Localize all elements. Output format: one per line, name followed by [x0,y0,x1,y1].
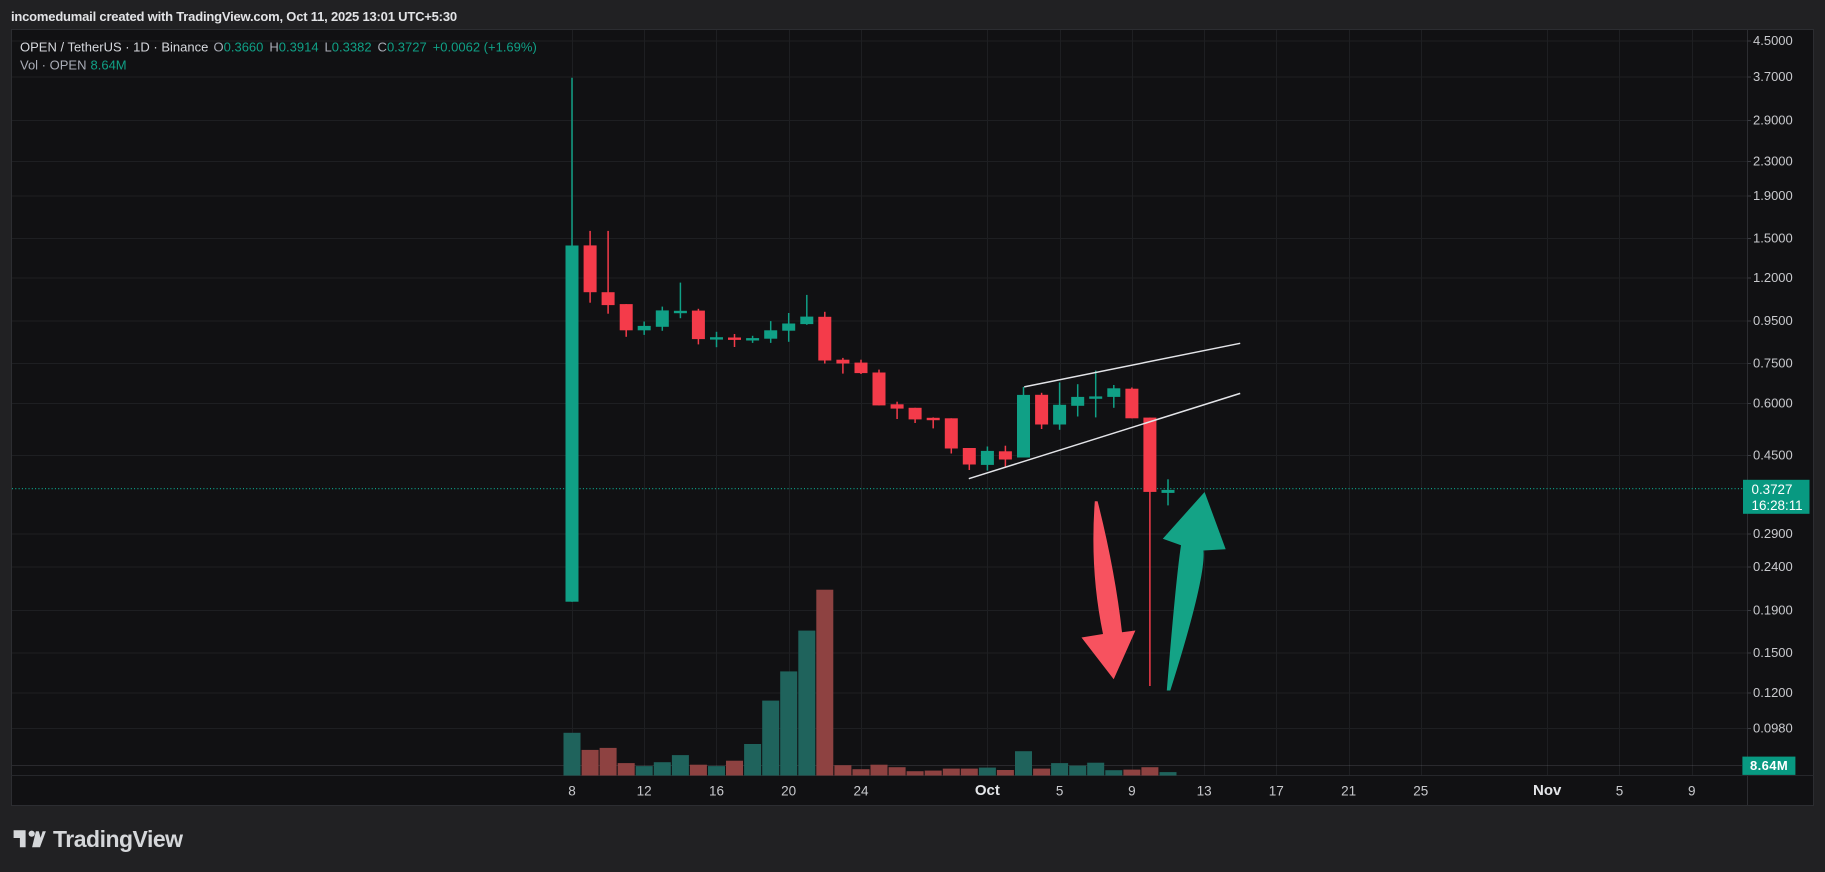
svg-text:0.3727: 0.3727 [1752,482,1793,497]
svg-text:5: 5 [1056,784,1064,799]
svg-text:3.7000: 3.7000 [1753,69,1793,84]
svg-text:9: 9 [1688,784,1696,799]
svg-text:0.1500: 0.1500 [1753,645,1793,660]
svg-text:24: 24 [853,784,869,799]
svg-text:16:28:11: 16:28:11 [1752,498,1803,513]
svg-text:0.1900: 0.1900 [1753,603,1793,618]
svg-text:1.9000: 1.9000 [1753,188,1793,203]
svg-text:0.2900: 0.2900 [1753,526,1793,541]
svg-text:16: 16 [709,784,724,799]
svg-text:1.5000: 1.5000 [1753,231,1793,246]
svg-text:9: 9 [1128,784,1136,799]
svg-text:8: 8 [568,784,576,799]
svg-text:17: 17 [1269,784,1284,799]
svg-text:0.1200: 0.1200 [1753,685,1793,700]
svg-text:8.64M: 8.64M [1750,758,1788,773]
svg-text:12: 12 [637,784,652,799]
svg-text:0.6000: 0.6000 [1753,396,1793,411]
svg-text:20: 20 [781,784,796,799]
svg-text:0.4500: 0.4500 [1753,448,1793,463]
svg-text:4.5000: 4.5000 [1753,33,1793,48]
svg-text:2.3000: 2.3000 [1753,154,1793,169]
svg-text:Vol · OPEN: Vol · OPEN [20,58,86,73]
svg-text:Nov: Nov [1533,782,1562,799]
svg-text:8.64M: 8.64M [91,58,127,73]
svg-text:2.9000: 2.9000 [1753,113,1793,128]
svg-text:0.2400: 0.2400 [1753,559,1793,574]
svg-text:25: 25 [1413,784,1428,799]
svg-text:1.2000: 1.2000 [1753,270,1793,285]
svg-text:0.7500: 0.7500 [1753,356,1793,371]
svg-text:0.9500: 0.9500 [1753,313,1793,328]
svg-text:0.0980: 0.0980 [1753,721,1793,736]
svg-text:incomedumail created with Trad: incomedumail created with TradingView.co… [11,9,457,24]
svg-text:13: 13 [1197,784,1212,799]
svg-text:OPEN / TetherUS · 1D · Binance: OPEN / TetherUS · 1D · Binance [20,40,208,55]
svg-text:21: 21 [1341,784,1356,799]
svg-text:TradingView: TradingView [53,826,183,852]
svg-text:5: 5 [1616,784,1624,799]
svg-text:Oct: Oct [975,782,1000,799]
